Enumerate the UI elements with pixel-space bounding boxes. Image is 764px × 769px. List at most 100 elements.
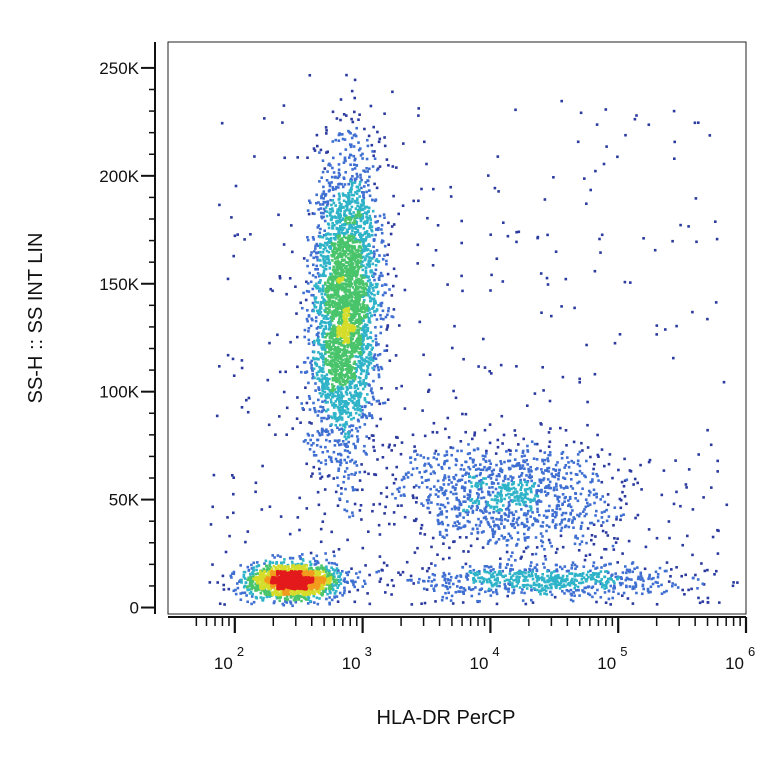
event-dot (412, 582, 415, 585)
event-dot (630, 578, 633, 581)
event-dot (458, 500, 462, 504)
event-dot (278, 370, 282, 374)
event-dot (581, 449, 584, 452)
event-dot (516, 575, 520, 579)
event-dot (335, 567, 339, 570)
event-dot (327, 414, 330, 418)
event-dot (243, 577, 247, 580)
event-dot (331, 386, 334, 389)
event-dot (671, 584, 674, 588)
event-dot (337, 396, 341, 400)
event-dot (322, 248, 326, 251)
event-dot (531, 523, 534, 527)
event-dot (510, 493, 514, 496)
event-dot (421, 567, 424, 570)
event-dot (349, 364, 352, 368)
event-dot (336, 398, 339, 401)
event-dot (248, 588, 251, 591)
event-dot (430, 580, 434, 583)
event-dot (338, 182, 341, 186)
event-dot (342, 378, 345, 381)
event-dot (428, 511, 432, 514)
event-dot (320, 475, 324, 479)
event-dot (317, 388, 321, 391)
event-dot (366, 360, 369, 363)
event-dot (499, 467, 502, 470)
event-dot (340, 182, 343, 186)
event-dot (357, 399, 361, 402)
event-dot (620, 577, 623, 580)
event-dot (319, 322, 322, 326)
event-dot (691, 553, 694, 557)
event-dot (555, 569, 559, 573)
event-dot (326, 261, 329, 265)
event-dot (231, 357, 235, 361)
event-dot (307, 596, 311, 599)
event-dot (530, 440, 534, 443)
event-dot (343, 508, 346, 512)
event-dot (318, 287, 321, 290)
event-dot (366, 364, 369, 368)
event-dot (553, 576, 557, 579)
event-dot (321, 170, 325, 174)
event-dot (572, 591, 575, 594)
event-dot (314, 389, 317, 392)
event-dot (488, 441, 492, 445)
event-dot (530, 574, 534, 578)
event-dot (331, 224, 334, 228)
event-dot (556, 495, 559, 499)
event-dot (361, 213, 364, 216)
event-dot (356, 201, 360, 205)
event-dot (308, 397, 312, 400)
event-dot (251, 580, 255, 583)
event-dot (361, 207, 365, 211)
event-dot (356, 576, 360, 579)
event-dot (514, 464, 518, 468)
event-dot (376, 130, 379, 134)
event-dot (325, 210, 329, 213)
event-dot (322, 345, 326, 348)
event-dot (499, 494, 502, 497)
event-dot (362, 338, 365, 342)
event-dot (279, 515, 283, 518)
event-dot (609, 577, 612, 580)
event-dot (365, 356, 368, 359)
event-dot (518, 503, 522, 506)
event-dot (530, 475, 533, 478)
event-dot (612, 587, 615, 590)
event-dot (527, 475, 531, 479)
event-dot (411, 467, 415, 471)
event-dot (337, 385, 340, 388)
event-dot (427, 579, 430, 583)
event-dot (344, 367, 348, 371)
event-dot (375, 570, 378, 574)
event-dot (399, 494, 403, 497)
event-dot (521, 574, 525, 577)
event-dot (239, 592, 242, 595)
event-dot (316, 490, 320, 494)
event-dot (587, 489, 591, 493)
event-dot (282, 603, 286, 607)
event-dot (356, 240, 359, 243)
event-dot (347, 238, 351, 241)
event-dot (365, 254, 368, 258)
event-dot (325, 343, 328, 347)
event-dot (556, 547, 559, 551)
event-dot (372, 250, 376, 253)
event-dot (344, 383, 347, 386)
event-dot (345, 393, 349, 396)
event-dot (443, 578, 446, 582)
event-dot (368, 317, 371, 320)
event-dot (341, 258, 344, 262)
event-dot (345, 580, 349, 584)
event-dot (310, 251, 313, 254)
event-dot (462, 468, 466, 471)
event-dot (493, 505, 496, 509)
event-dot (327, 355, 331, 358)
event-dot (555, 578, 558, 581)
event-dot (561, 450, 565, 454)
event-dot (320, 370, 323, 373)
event-dot (523, 488, 527, 491)
event-dot (446, 416, 450, 420)
event-dot (507, 492, 510, 496)
